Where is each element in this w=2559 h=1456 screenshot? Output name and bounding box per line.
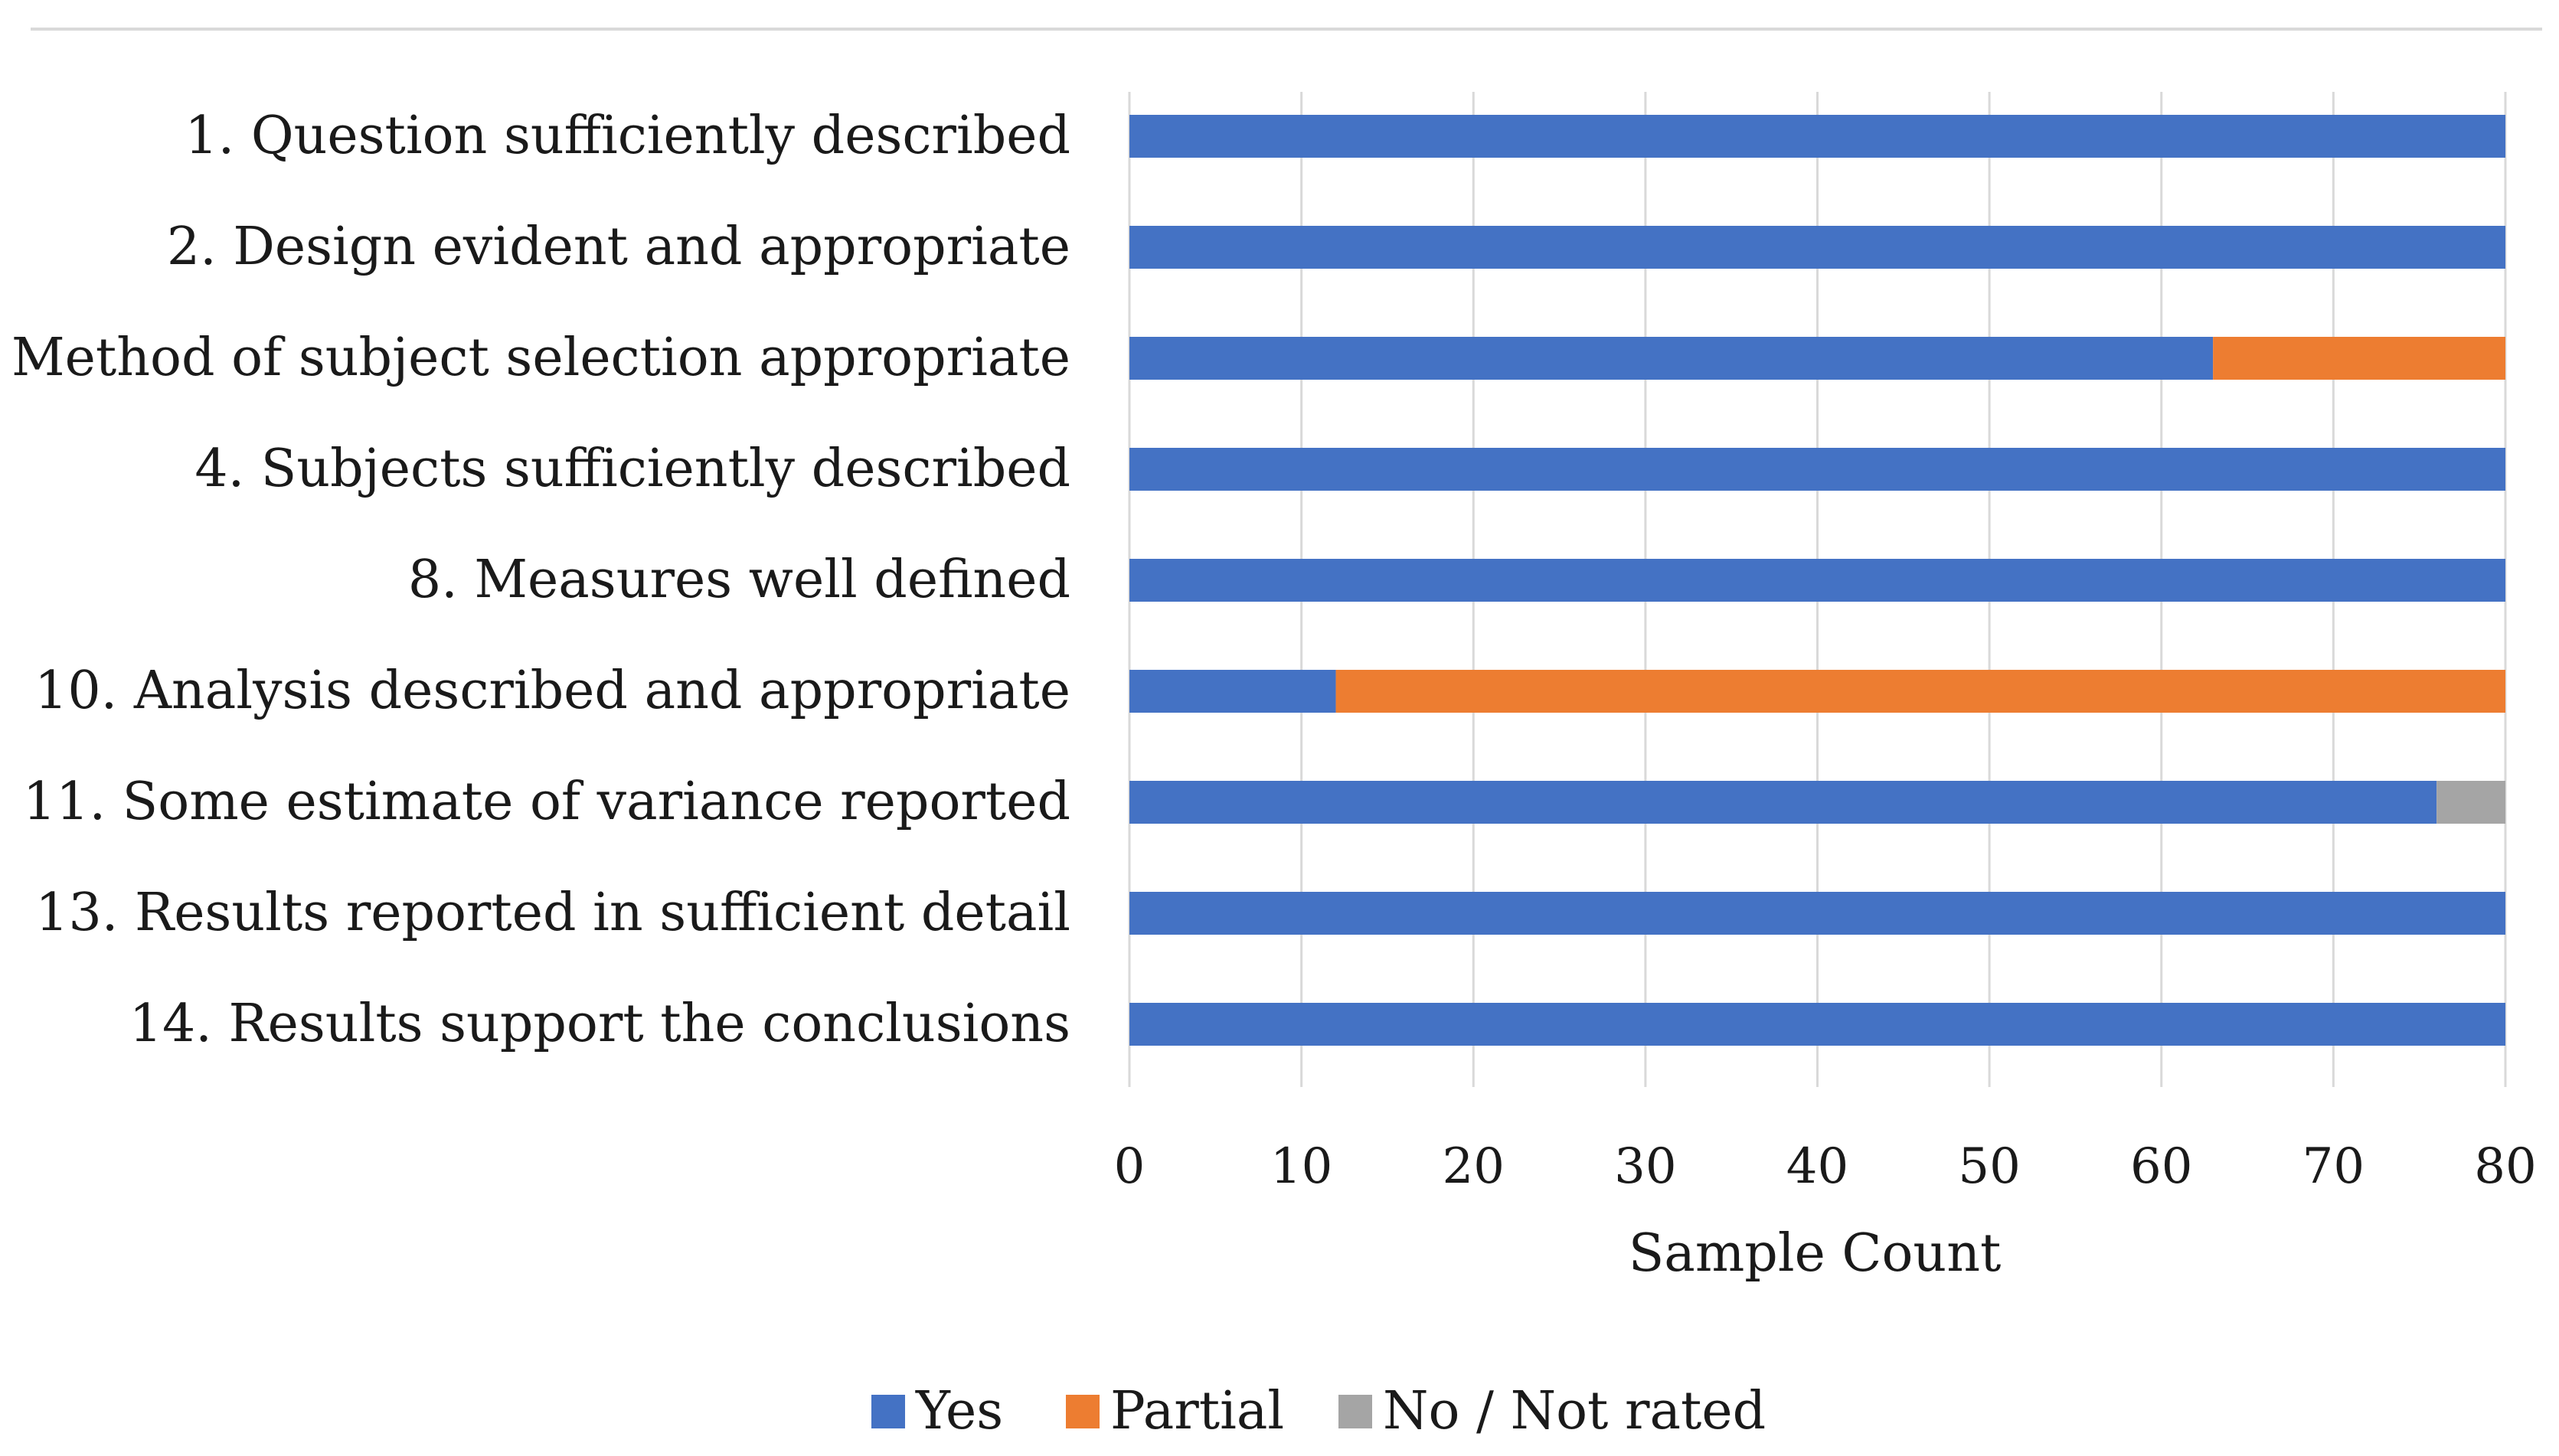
legend-label-partial: Partial (1110, 1381, 1284, 1441)
x-tick-label: 50 (1958, 1138, 2020, 1195)
x-tick-label: 40 (1786, 1138, 1848, 1195)
bar-segment-yes (1129, 448, 2505, 491)
bar-segment-yes (1129, 337, 2214, 380)
category-label: 14. Results support the conclusions (129, 994, 1070, 1054)
x-tick-label: 60 (2130, 1138, 2192, 1195)
category-label: 11. Some estimate of variance reported (23, 772, 1070, 832)
x-axis-title: Sample Count (1629, 1223, 2002, 1284)
category-label: 4. Subjects sufficiently described (194, 439, 1070, 499)
x-tick-label: 20 (1443, 1138, 1505, 1195)
category-label: 13. Results reported in sufficient detai… (35, 883, 1070, 943)
bars (1129, 115, 2505, 1046)
bar-segment-yes (1129, 1003, 2505, 1046)
bar-segment-yes (1129, 559, 2505, 602)
legend-swatch-yes (871, 1395, 905, 1428)
category-labels: 1. Question sufficiently described 2. Des… (0, 106, 1070, 1054)
legend-label-no-not-rated: No / Not rated (1383, 1381, 1766, 1441)
category-label: 3. Method of subject selection appropria… (0, 328, 1070, 388)
legend-swatch-partial (1066, 1395, 1100, 1428)
x-tick-label: 30 (1614, 1138, 1676, 1195)
bar-segment-yes (1129, 892, 2505, 935)
bar-segment-partial (1335, 670, 2505, 713)
category-label: 1. Question sufficiently described (185, 106, 1070, 166)
bar-segment-yes (1129, 226, 2505, 269)
bar-segment-yes (1129, 670, 1336, 713)
legend-label-yes: Yes (915, 1381, 1003, 1441)
legend-swatch-no-not-rated (1338, 1395, 1372, 1428)
x-tick-label: 0 (1114, 1138, 1146, 1195)
bar-segment-yes (1129, 115, 2505, 158)
category-label: 2. Design evident and appropriate (167, 217, 1070, 277)
legend: Yes Partial No / Not rated (871, 1381, 1766, 1441)
x-tick-label: 80 (2474, 1138, 2536, 1195)
x-tick-labels: 0 10 20 30 40 50 60 70 80 (1114, 1138, 2537, 1195)
x-tick-label: 10 (1270, 1138, 1332, 1195)
x-tick-label: 70 (2302, 1138, 2365, 1195)
bar-segment-yes (1129, 781, 2437, 824)
category-label: 10. Analysis described and appropriate (34, 661, 1070, 721)
category-label: 8. Measures well defined (408, 550, 1070, 610)
bar-segment-partial (2213, 337, 2505, 380)
bar-segment-no-not-rated (2436, 781, 2505, 824)
